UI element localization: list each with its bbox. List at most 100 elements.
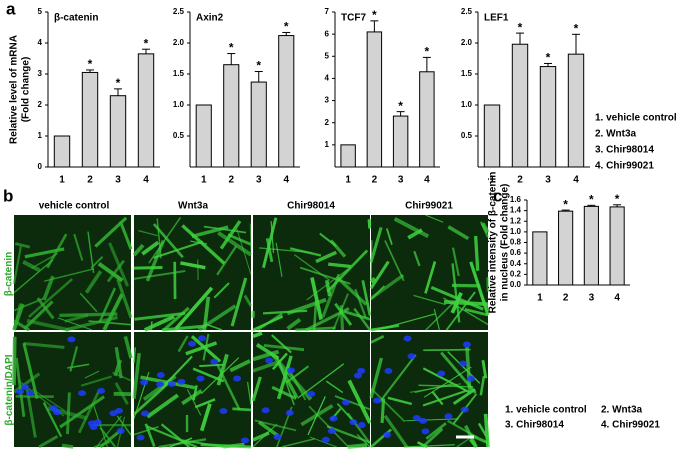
cell-fiber — [270, 221, 275, 253]
y-tick-label: 2.5 — [461, 7, 473, 16]
cell-fiber — [132, 243, 145, 257]
error-bar — [282, 31, 291, 36]
cell-fiber — [425, 422, 447, 440]
legend-entry: 1. vehicle control — [505, 405, 587, 416]
cell-fiber — [254, 419, 297, 432]
cell-fiber — [328, 262, 352, 269]
nucleus — [197, 335, 206, 342]
cell-fiber — [133, 269, 186, 280]
cell-fiber — [353, 307, 371, 331]
y-tick-label: 4 — [38, 38, 43, 47]
cell-fiber — [336, 276, 368, 306]
cell-fiber — [369, 260, 390, 290]
cell-fiber — [246, 381, 252, 405]
cell-fiber — [480, 221, 489, 238]
cell-fiber — [14, 242, 31, 249]
cell-fiber — [452, 388, 476, 405]
error-bar — [114, 88, 122, 96]
cell-fiber — [106, 259, 126, 283]
cell-fiber — [251, 376, 262, 402]
cell-fiber — [146, 393, 179, 419]
y-tick-label: 3 — [325, 96, 330, 105]
cell-fiber — [347, 379, 372, 424]
cell-fiber — [243, 294, 253, 307]
y-tick-label: 0.5 — [461, 131, 473, 140]
bar — [109, 95, 127, 168]
cell-fiber — [114, 382, 129, 405]
cell-fiber — [300, 404, 334, 427]
x-tick-label: 2 — [228, 175, 234, 186]
cell-fiber — [97, 262, 124, 283]
nucleus — [327, 428, 336, 435]
y-axis-label: (Fold change) — [21, 57, 32, 123]
cell-fiber — [334, 395, 371, 411]
y-tick-label: 1.2 — [510, 216, 522, 225]
cell-fiber — [216, 245, 238, 276]
cell-fiber — [451, 263, 461, 323]
cell-fiber — [308, 405, 350, 448]
cell-fiber — [442, 297, 489, 326]
cell-fiber — [95, 415, 122, 448]
y-tick-label: 0.8 — [510, 238, 522, 247]
error-bar — [516, 32, 524, 45]
nucleus — [444, 413, 453, 420]
cell-fiber — [31, 388, 65, 412]
chart-title: LEF1 — [484, 13, 509, 24]
cell-fiber — [456, 436, 473, 448]
cell-fiber — [102, 293, 124, 331]
cell-fiber — [473, 235, 480, 271]
legend-entry: 3. Chir98014 — [595, 145, 654, 156]
y-tick-label: 5 — [325, 51, 330, 60]
cell-fiber — [286, 317, 302, 331]
panel-label: c — [493, 186, 502, 205]
panel-label: a — [6, 0, 16, 18]
x-tick-label: 3 — [256, 175, 262, 186]
cell-fiber — [409, 383, 462, 393]
x-tick-label: 4 — [424, 175, 430, 186]
x-tick-label: 3 — [545, 175, 551, 186]
cell-fiber — [252, 349, 280, 362]
cell-fiber — [370, 325, 393, 331]
cell-fiber — [162, 306, 190, 332]
cell-fiber — [262, 217, 278, 269]
nucleus — [357, 421, 366, 428]
cell-fiber — [310, 277, 323, 320]
x-tick-label: 1 — [59, 175, 65, 186]
nucleus — [407, 353, 416, 360]
y-tick-label: 3 — [38, 69, 43, 78]
nucleus — [287, 367, 296, 374]
cell-fiber — [347, 443, 368, 449]
error-bar — [227, 53, 236, 65]
significance-mark: * — [372, 8, 377, 22]
cell-fiber — [12, 303, 25, 331]
cell-fiber — [312, 301, 318, 331]
bar — [278, 35, 295, 168]
x-tick-label: 4 — [283, 175, 289, 186]
y-tick-label: 1 — [325, 140, 330, 149]
cell-fiber — [479, 375, 486, 396]
bar — [340, 144, 356, 168]
cell-fiber — [257, 420, 279, 437]
cell-fiber — [265, 238, 274, 263]
cell-fiber — [343, 310, 371, 321]
cell-fiber — [94, 216, 128, 248]
cell-fiber — [295, 326, 336, 332]
cell-fiber — [145, 240, 165, 282]
cell-fiber — [181, 224, 226, 265]
x-tick-label: 1 — [537, 293, 543, 304]
nucleus — [383, 431, 392, 438]
significance-mark: * — [284, 20, 289, 34]
error-bar — [561, 209, 570, 212]
cell-fiber — [57, 317, 93, 331]
cell-fiber — [255, 343, 280, 360]
bar — [419, 71, 435, 168]
cell-fiber — [259, 247, 312, 254]
cell-fiber — [199, 363, 224, 367]
cell-fiber — [133, 347, 137, 364]
cell-fiber — [252, 431, 270, 442]
cell-fiber — [134, 311, 186, 321]
cell-fiber — [191, 225, 229, 239]
cell-fiber — [479, 293, 490, 310]
cell-fiber — [425, 300, 456, 331]
